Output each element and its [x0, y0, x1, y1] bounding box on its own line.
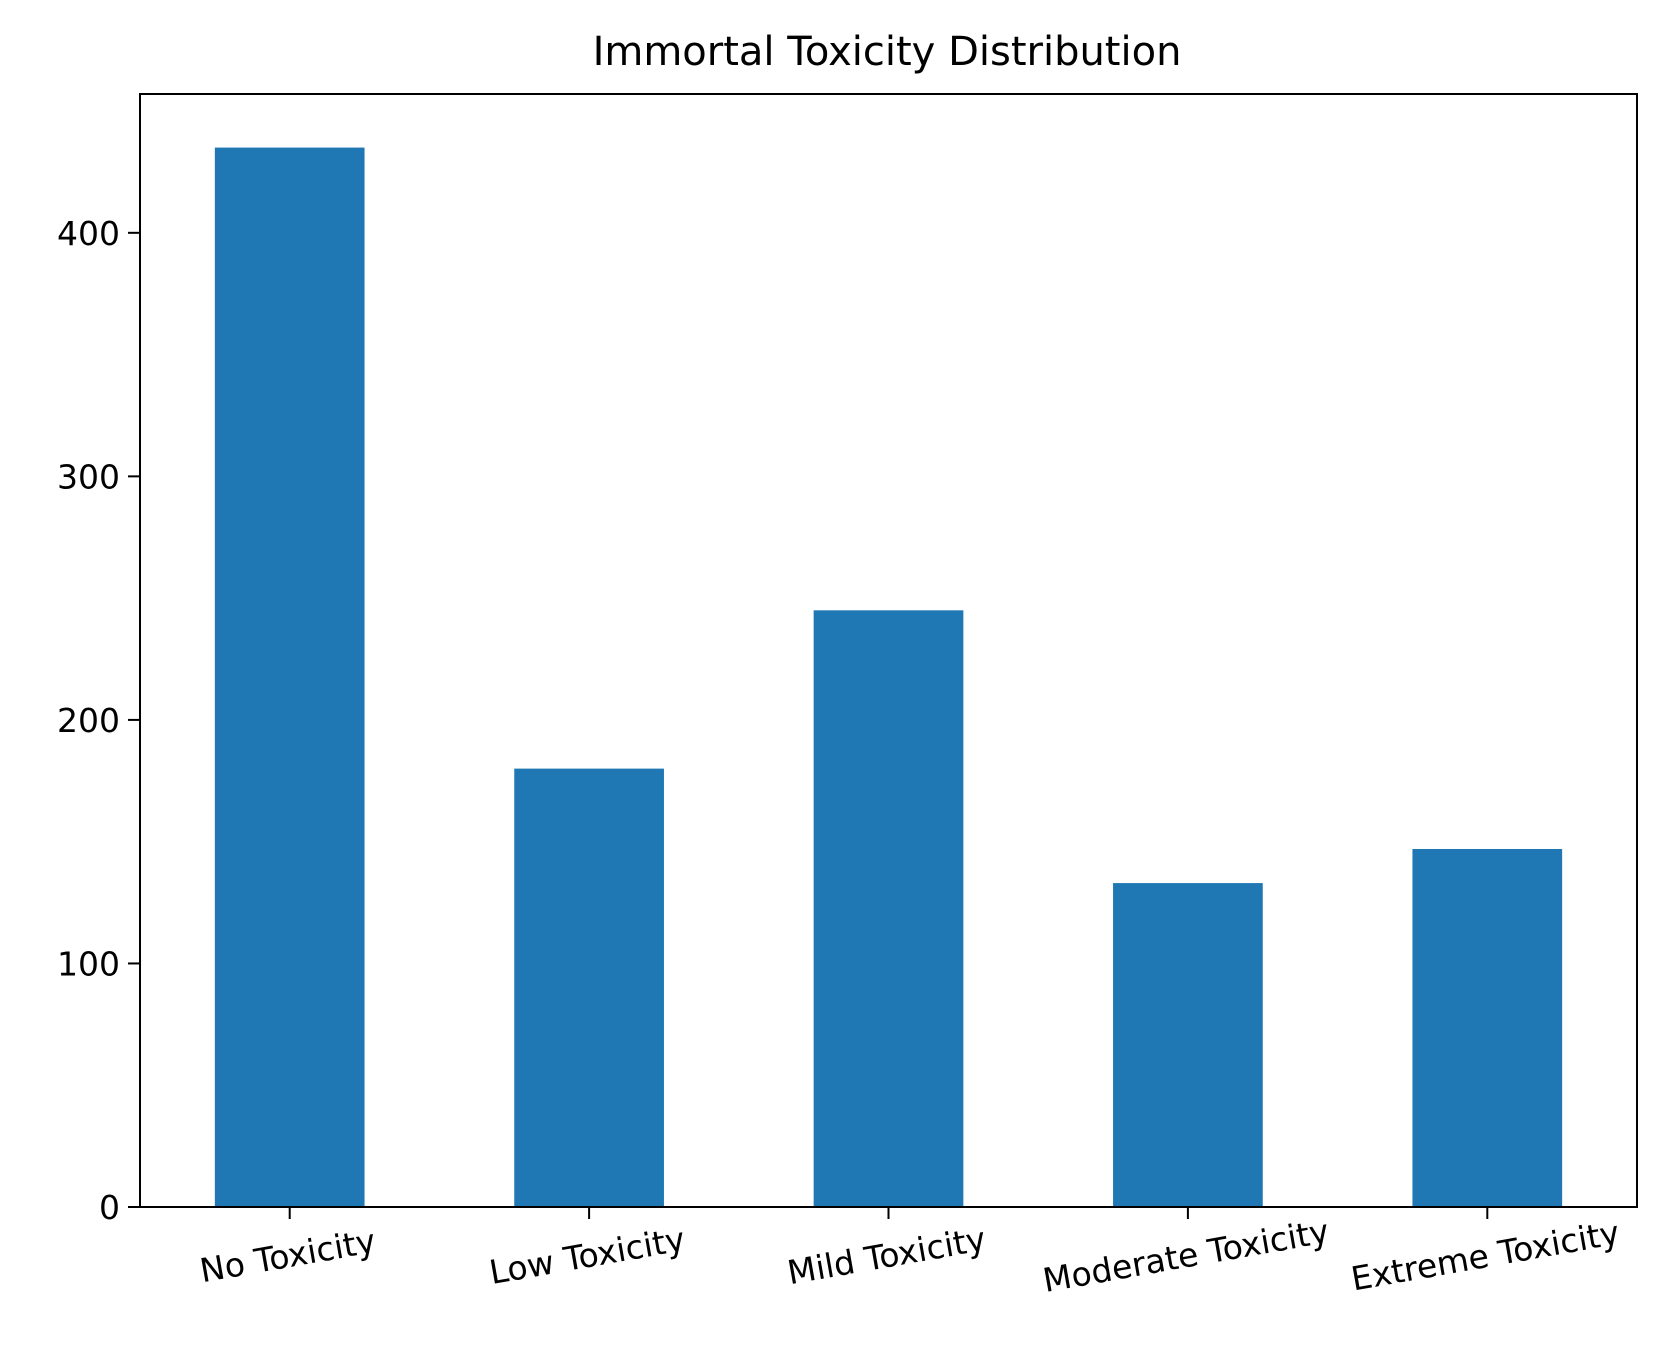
bar-moderate-toxicity [1113, 883, 1263, 1207]
bars-layer [214, 147, 1563, 1208]
bar-low-toxicity [514, 768, 664, 1207]
chart-title: Immortal Toxicity Distribution [593, 29, 1182, 75]
y-tick-label-0: 0 [99, 1188, 120, 1227]
y-tick-label-300: 300 [57, 457, 120, 496]
y-tick-label-400: 400 [57, 214, 120, 253]
bar-no-toxicity [214, 147, 365, 1208]
bar-extreme-toxicity [1412, 848, 1563, 1207]
y-tick-label-100: 100 [57, 944, 120, 983]
y-tick-label-200: 200 [57, 701, 120, 740]
bar-mild-toxicity [813, 610, 964, 1207]
